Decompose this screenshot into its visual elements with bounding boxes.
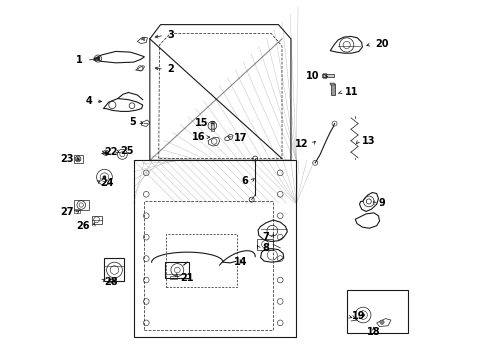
- Bar: [74, 155, 82, 163]
- Text: 16: 16: [191, 132, 205, 142]
- Circle shape: [379, 320, 384, 324]
- Text: 2: 2: [167, 64, 174, 74]
- Text: 18: 18: [366, 327, 380, 337]
- Bar: [322, 73, 333, 77]
- Text: 15: 15: [195, 118, 208, 128]
- Bar: [257, 239, 272, 249]
- Bar: [108, 279, 116, 282]
- Circle shape: [97, 57, 99, 60]
- Bar: [329, 83, 335, 85]
- Bar: [144, 202, 272, 330]
- Bar: [74, 209, 80, 213]
- Text: 28: 28: [104, 277, 118, 287]
- Circle shape: [104, 151, 107, 155]
- Polygon shape: [94, 57, 100, 62]
- Bar: [210, 121, 214, 131]
- Text: 1: 1: [76, 55, 83, 65]
- Text: 20: 20: [374, 39, 387, 49]
- Text: 23: 23: [60, 154, 74, 164]
- Text: 17: 17: [233, 133, 247, 143]
- Bar: [170, 276, 176, 279]
- Text: 10: 10: [305, 71, 319, 81]
- Text: 6: 6: [241, 176, 247, 186]
- Text: 7: 7: [262, 232, 268, 242]
- Text: 8: 8: [262, 243, 269, 253]
- Text: 26: 26: [77, 221, 90, 231]
- Bar: [165, 262, 189, 278]
- Bar: [104, 257, 124, 281]
- Bar: [323, 73, 325, 78]
- Circle shape: [361, 313, 364, 317]
- Text: 5: 5: [128, 117, 135, 127]
- Text: 27: 27: [60, 207, 74, 217]
- Text: 13: 13: [362, 136, 375, 146]
- Text: 22: 22: [104, 147, 118, 157]
- Text: 12: 12: [295, 139, 308, 149]
- Text: 21: 21: [180, 273, 193, 283]
- Bar: [346, 290, 407, 333]
- Polygon shape: [141, 37, 144, 41]
- Text: 9: 9: [378, 198, 385, 208]
- Bar: [165, 234, 237, 287]
- Text: 24: 24: [100, 178, 113, 188]
- Circle shape: [102, 175, 106, 179]
- Text: 25: 25: [120, 147, 133, 157]
- Bar: [74, 200, 88, 210]
- Text: 4: 4: [85, 96, 92, 107]
- Bar: [330, 84, 334, 95]
- Bar: [91, 216, 102, 224]
- Text: 14: 14: [234, 257, 247, 267]
- Text: 3: 3: [167, 30, 174, 40]
- Text: 11: 11: [344, 87, 357, 98]
- Text: 19: 19: [351, 311, 365, 321]
